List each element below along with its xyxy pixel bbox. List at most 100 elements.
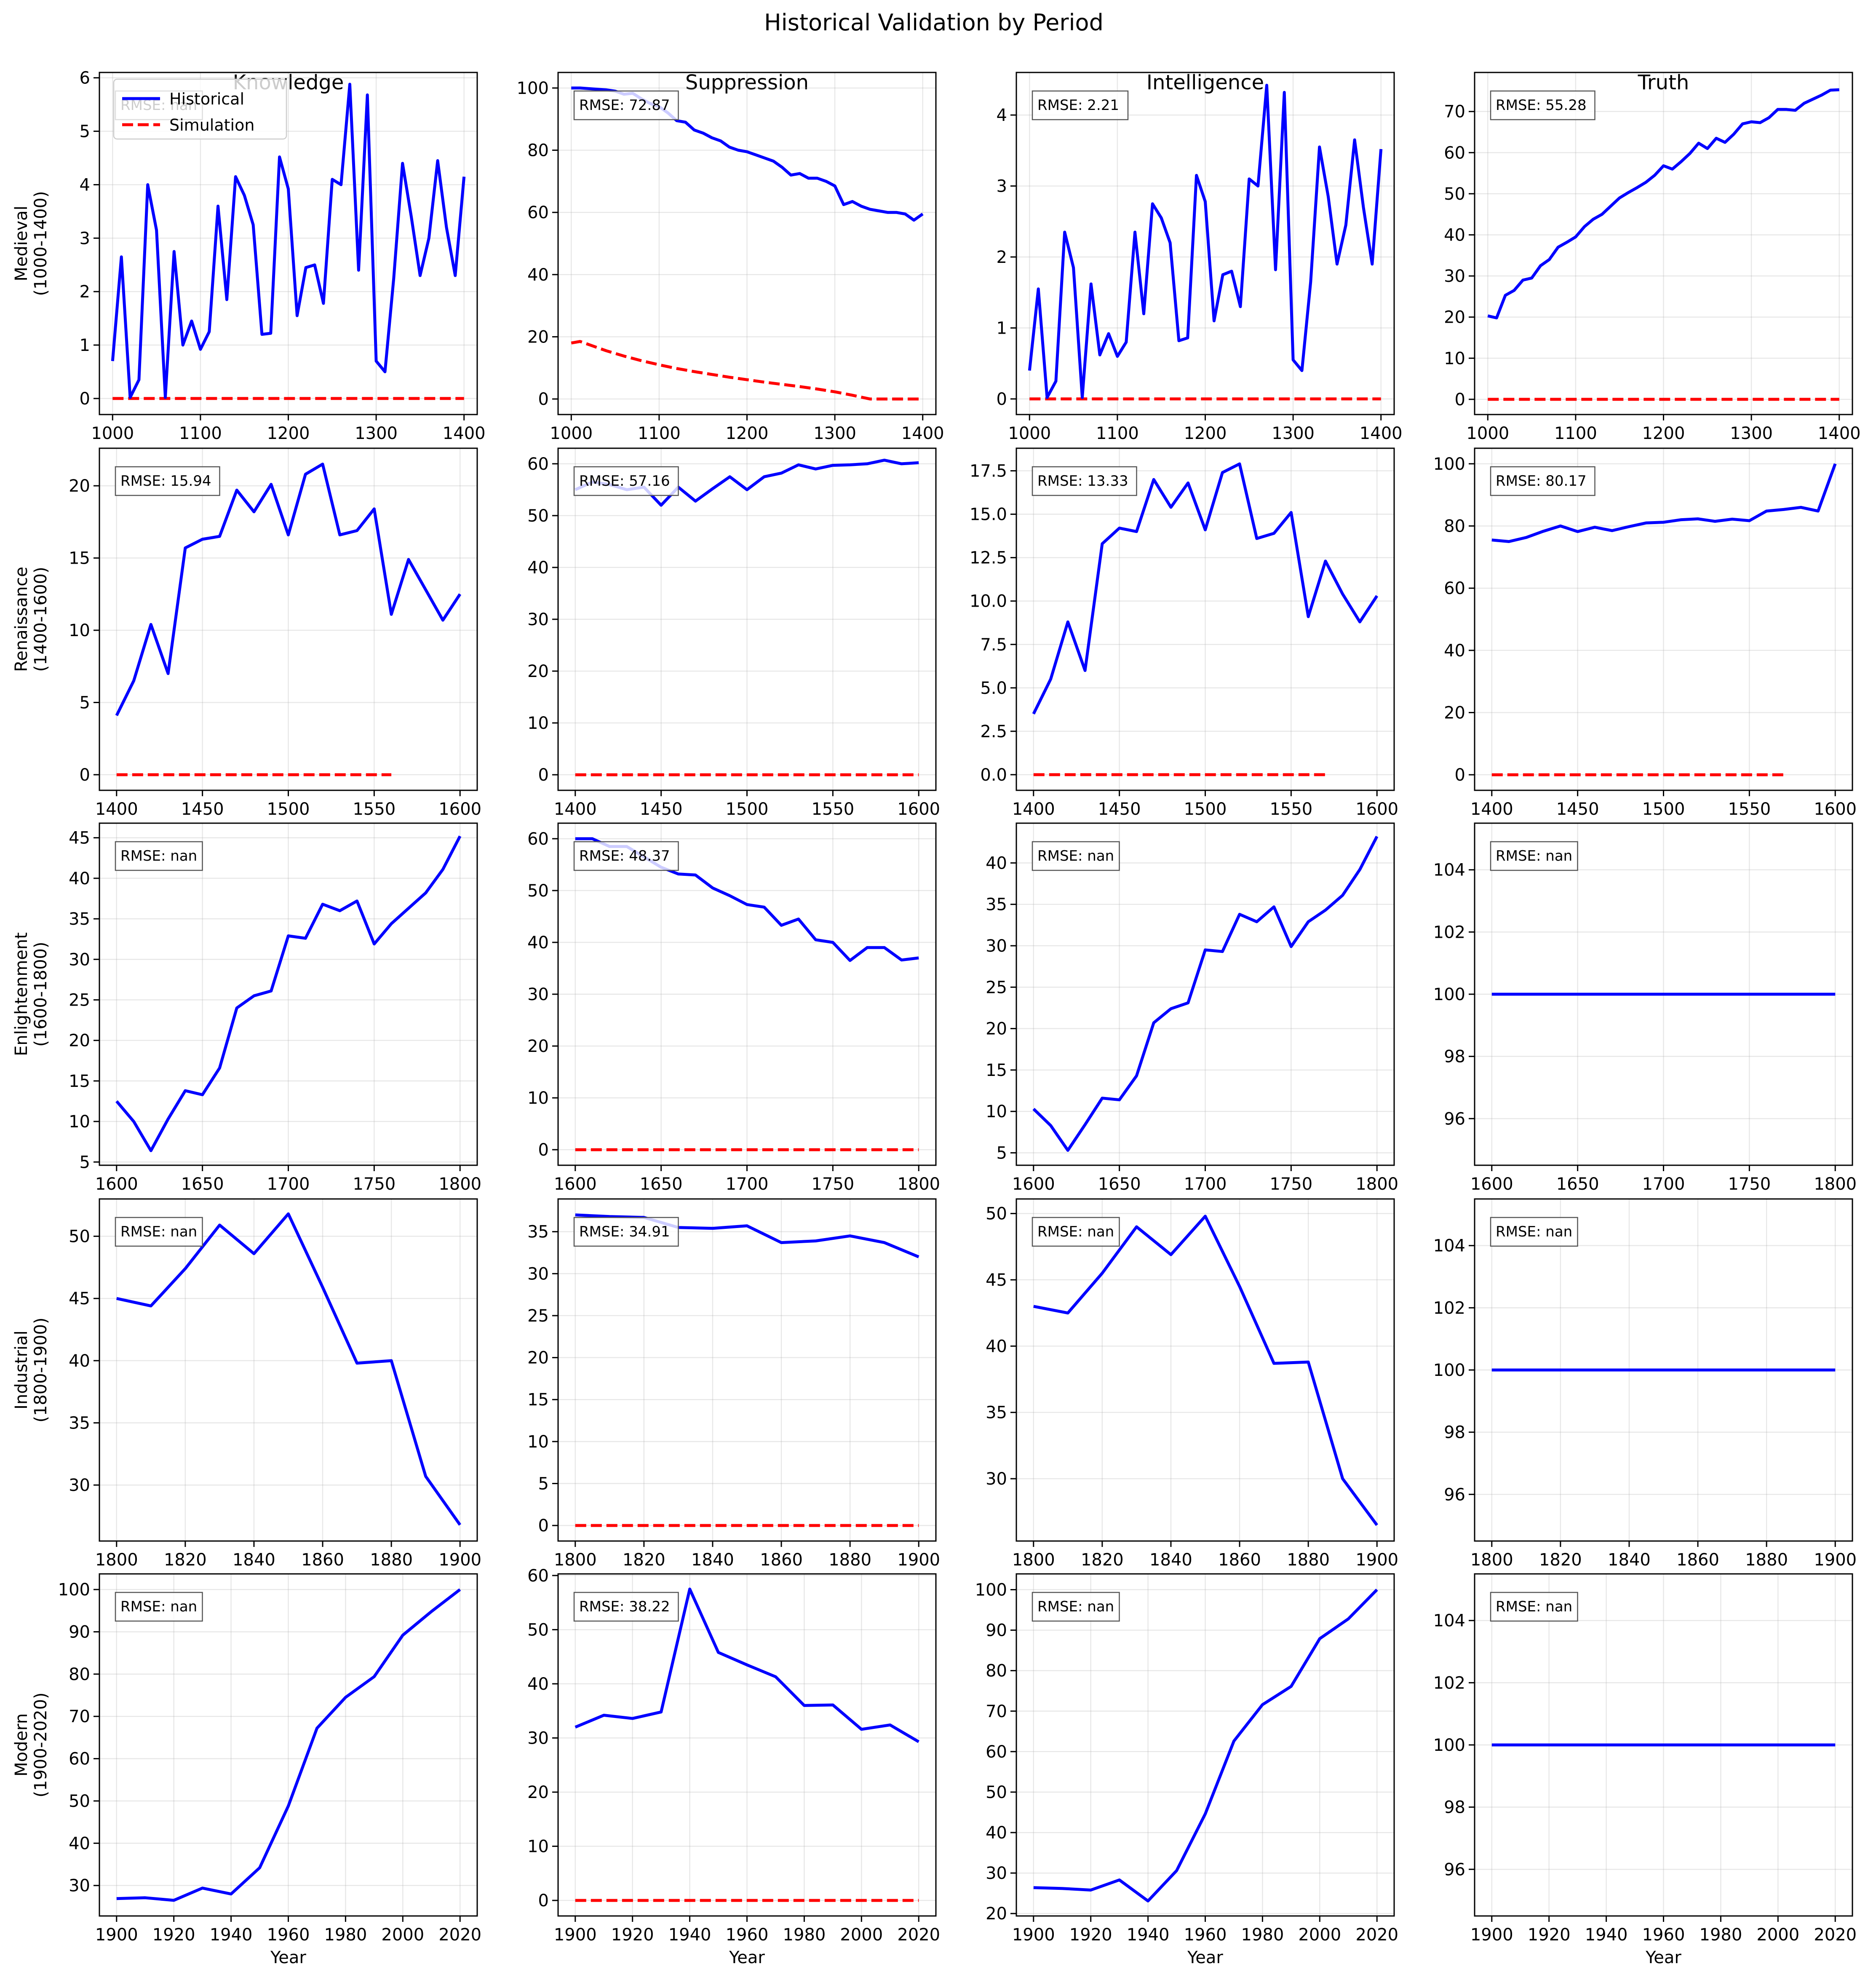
rmse-label: RMSE: nan <box>120 1223 197 1240</box>
panel-modern-truth: 1900 1920 1940 1960 1980 2000 2020 96 98 100 102 10… <box>1433 1573 1857 1967</box>
x-tick-label: 1860 <box>1676 1550 1719 1570</box>
y-tick-label: 20 <box>69 476 90 496</box>
x-tick-label: 1200 <box>726 424 769 443</box>
x-tick-label: 1900 <box>95 1925 138 1945</box>
panel-industrial-truth: 1800 1820 1840 1860 1880 1900 96 98 100 102 104 RMS… <box>1433 1198 1857 1570</box>
x-tick-label: 2000 <box>1298 1925 1341 1945</box>
rmse-box <box>573 1217 679 1247</box>
panel-industrial-knowledge: 1800 1820 1840 1860 1880 1900 30 35 40 45 50 RMSE: … <box>69 1198 481 1570</box>
rmse-box <box>573 90 679 120</box>
y-tick-label: 0 <box>80 389 90 409</box>
panel-medieval-knowledge: 100011001200130014000123456RMSE: nanHist… <box>80 69 486 443</box>
x-tick-label: 1800 <box>554 1550 597 1570</box>
x-tick-label: 1400 <box>1818 424 1861 443</box>
y-tick-label: 0 <box>538 765 549 785</box>
x-tick-label: 1600 <box>1012 1175 1055 1194</box>
axes-frame <box>1016 1198 1395 1542</box>
x-tick-label: 1800 <box>1012 1550 1055 1570</box>
panel-enlightenment-truth: 1600 1650 1700 1750 1800 96 98 100 102 104 RMSE: n… <box>1433 822 1857 1194</box>
y-tick-label: 30 <box>527 1264 549 1284</box>
y-tick-label: 0 <box>538 1516 549 1536</box>
x-tick-label: 1650 <box>640 1175 683 1194</box>
y-tick-label: 100 <box>1433 1736 1465 1755</box>
rmse-label: RMSE: nan <box>1496 848 1572 864</box>
rmse-box <box>115 841 203 871</box>
y-tick-label: 10 <box>69 1112 90 1132</box>
x-tick-label: 1400 <box>901 424 944 443</box>
x-tick-label: 1900 <box>1470 1925 1513 1945</box>
y-tick-label: 10 <box>527 1089 549 1108</box>
y-tick-label: 12.5 <box>970 549 1007 568</box>
y-tick-label: 50 <box>527 881 549 901</box>
panel-renaissance-knowledge: 1400 1450 1500 1550 1600 0 5 10 15 20 RMSE: 15.94 <box>69 447 481 819</box>
x-tick-label: 2000 <box>1756 1925 1799 1945</box>
panel-renaissance-intelligence: 1400 1450 1500 1550 1600 0.0 2.5 5.0 7.5 10.0 12.5… <box>970 447 1398 819</box>
x-tick-label: 1700 <box>267 1175 310 1194</box>
y-tick-label: 10 <box>527 1837 549 1857</box>
column-title-suppression: Suppression <box>685 71 809 94</box>
y-tick-label: 60 <box>69 1750 90 1769</box>
y-tick-label: 30 <box>1444 267 1465 286</box>
rmse-box <box>1032 841 1120 871</box>
y-tick-label: 20 <box>527 327 549 347</box>
historical-series-line <box>111 83 466 399</box>
panel-renaissance-truth: 1400 1450 1500 1550 1600 0 20 40 60 80 100 RMSE: 80… <box>1433 447 1857 819</box>
x-tick-label: 1500 <box>1642 800 1685 819</box>
y-tick-label: 0 <box>997 390 1007 409</box>
y-tick-label: 20 <box>1444 308 1465 327</box>
x-tick-label: 1400 <box>95 800 138 819</box>
x-tick-label: 1940 <box>210 1925 253 1945</box>
x-tick-label: 1800 <box>1814 1175 1857 1194</box>
y-tick-label: 80 <box>986 1662 1007 1681</box>
panel-industrial-intelligence: 1800 1820 1840 1860 1880 1900 30 35 40 45 50 RMSE: … <box>986 1198 1398 1570</box>
y-tick-label: 50 <box>986 1783 1007 1802</box>
y-tick-label: 60 <box>1444 579 1465 598</box>
x-axis-label: Year <box>1187 1948 1223 1967</box>
y-tick-label: 3 <box>997 177 1007 196</box>
y-tick-label: 10.0 <box>970 592 1007 611</box>
x-tick-label: 1700 <box>726 1175 769 1194</box>
row-label-line: (1900-2020) <box>31 1692 51 1797</box>
y-tick-label: 98 <box>1444 1047 1465 1067</box>
x-tick-label: 1820 <box>623 1550 665 1570</box>
y-tick-label: 20 <box>69 1031 90 1051</box>
y-tick-label: 5 <box>80 1153 90 1172</box>
y-tick-label: 2.5 <box>980 722 1007 741</box>
panel-modern-knowledge: 1900 1920 1940 1960 1980 2000 2020 30 40 50 60 70 80… <box>58 1573 481 1967</box>
rmse-label: RMSE: 38.22 <box>579 1598 670 1615</box>
panel-enlightenment-intelligence: 1600 1650 1700 1750 1800 5 10 15 20 25 30 35 40 RMSE:… <box>986 822 1398 1194</box>
y-tick-label: 45 <box>69 829 90 848</box>
x-tick-label: 1100 <box>179 424 222 443</box>
x-tick-label: 1960 <box>1184 1925 1227 1945</box>
rmse-label: RMSE: 80.17 <box>1496 473 1587 490</box>
x-tick-label: 1600 <box>95 1175 138 1194</box>
historical-series-line <box>1033 1589 1378 1902</box>
x-tick-label: 2020 <box>1814 1925 1857 1945</box>
y-tick-label: 80 <box>69 1665 90 1684</box>
y-tick-label: 10 <box>1444 349 1465 368</box>
y-tick-label: 30 <box>527 985 549 1004</box>
rmse-label: RMSE: nan <box>1037 1223 1114 1240</box>
rmse-box <box>573 841 679 871</box>
rmse-box <box>115 1217 203 1247</box>
y-tick-label: 4 <box>80 175 90 195</box>
historical-series-line <box>1032 835 1379 1152</box>
historical-series-line <box>116 1212 462 1526</box>
x-tick-label: 1840 <box>1149 1550 1192 1570</box>
y-tick-label: 20 <box>1444 703 1465 722</box>
y-tick-label: 100 <box>1433 1361 1465 1380</box>
x-tick-label: 1700 <box>1642 1175 1685 1194</box>
panel-modern-intelligence: 1900 1920 1940 1960 1980 2000 2020203040506070… <box>975 1573 1398 1967</box>
y-tick-label: 98 <box>1444 1798 1465 1817</box>
row-label-line: Modern <box>12 1713 31 1777</box>
y-tick-label: 30 <box>527 1728 549 1748</box>
row-label-medieval: Medieval (1000-1400) <box>12 191 51 296</box>
x-tick-label: 1700 <box>1184 1175 1227 1194</box>
y-tick-label: 40 <box>527 1675 549 1694</box>
y-tick-label: 60 <box>527 1566 549 1586</box>
x-tick-label: 1600 <box>1814 800 1857 819</box>
panel-medieval-suppression: 1000 1100 1200 1300 1400 0 20 40 60 80 100 RMSE: 72… <box>517 72 944 443</box>
y-tick-label: 40 <box>527 558 549 578</box>
x-tick-label: 1800 <box>897 1175 940 1194</box>
y-tick-label: 20 <box>527 1037 549 1056</box>
